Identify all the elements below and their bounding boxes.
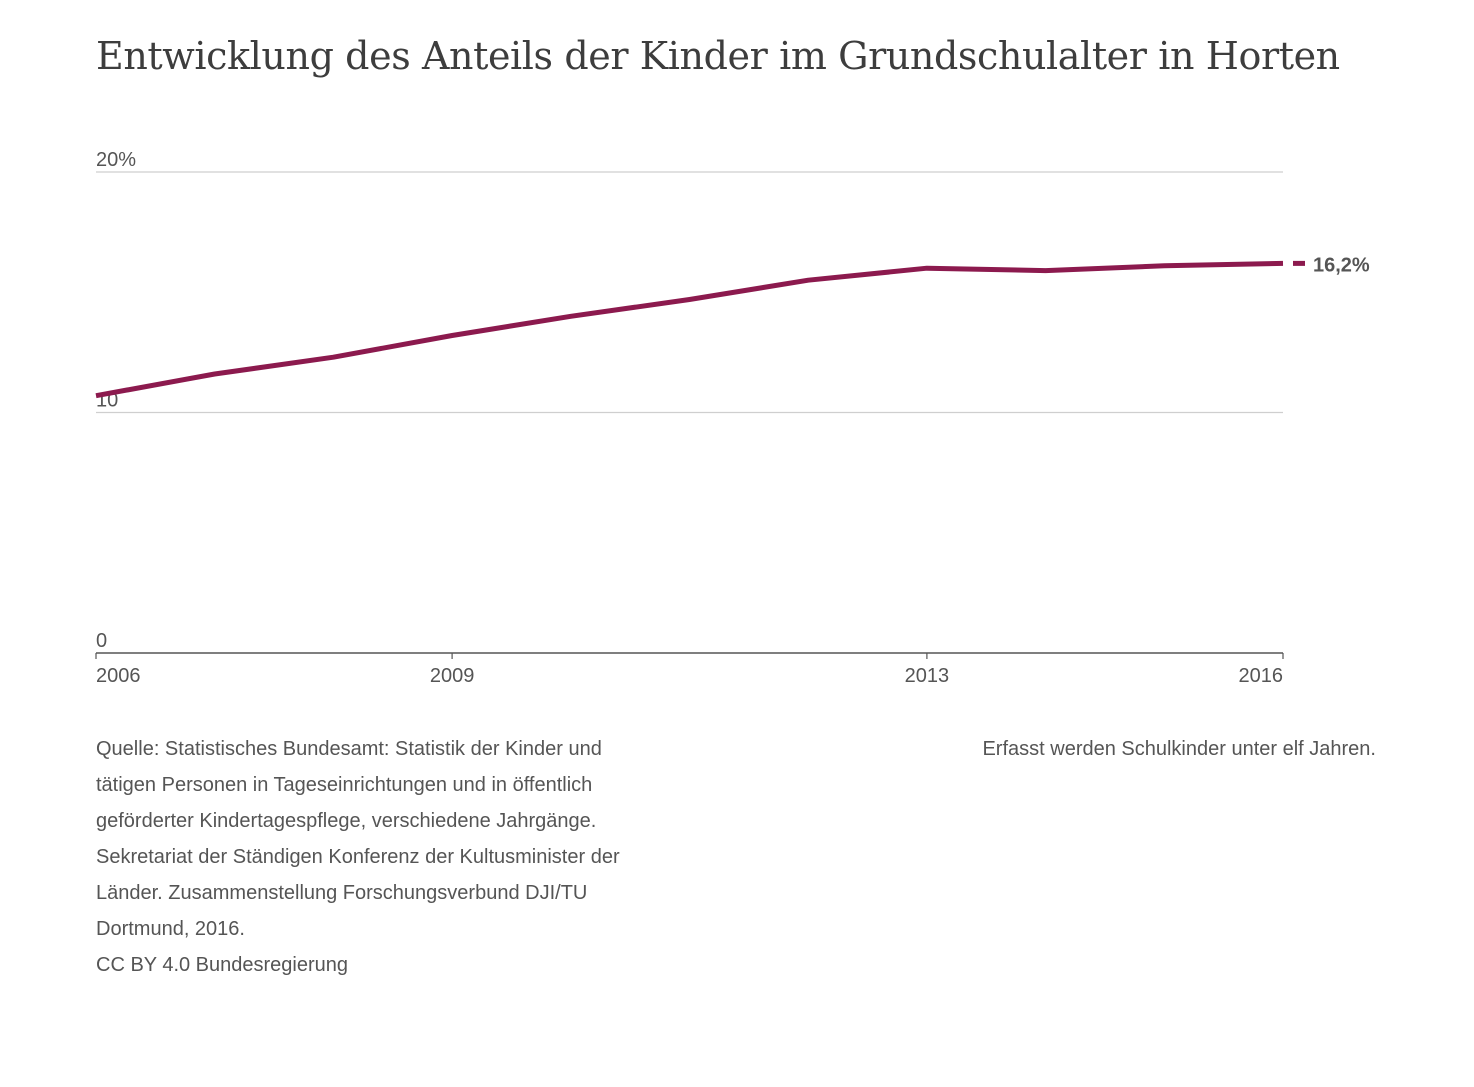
x-tick-label-2006: 2006 [96,665,141,687]
data-point-2009 [450,333,455,338]
series-line-0 [95,260,1284,399]
chart-title: Entwicklung des Anteils der Kinder im Gr… [96,34,1340,78]
x-tick-label-2013: 2013 [905,665,950,687]
data-point-2012 [806,278,811,283]
footnote: Erfasst werden Schulkinder unter elf Jah… [982,738,1376,760]
y-tick-label-20: 20% [96,149,136,171]
source-line: Dortmund, 2016. [96,918,245,940]
data-point-2015 [1162,263,1167,268]
data-point-2008 [331,355,336,360]
source-note: Quelle: Statistisches Bundesamt: Statist… [96,731,696,983]
source-line: tätigen Personen in Tageseinrichtungen u… [96,774,593,796]
data-point-2007 [212,372,217,377]
y-tick-label-0: 0 [96,630,107,652]
data-point-2006 [94,393,99,398]
source-line: Sekretariat der Ständigen Konferenz der … [96,846,620,868]
end-value-label: 16,2% [1313,254,1370,276]
data-point-2010 [568,314,573,319]
source-line: CC BY 4.0 Bundesregierung [96,954,349,976]
source-line: Länder. Zusammenstellung Forschungsverbu… [96,882,588,904]
source-line: Quelle: Statistisches Bundesamt: Statist… [96,738,602,760]
data-point-2014 [1043,268,1048,273]
x-tick-label-2009: 2009 [430,665,475,687]
data-point-2013 [924,266,929,271]
data-point-2016 [1281,261,1286,266]
data-point-2011 [687,297,692,302]
source-line: geförderter Kindertagespflege, verschied… [96,810,597,832]
x-tick-label-2016: 2016 [1239,665,1284,687]
